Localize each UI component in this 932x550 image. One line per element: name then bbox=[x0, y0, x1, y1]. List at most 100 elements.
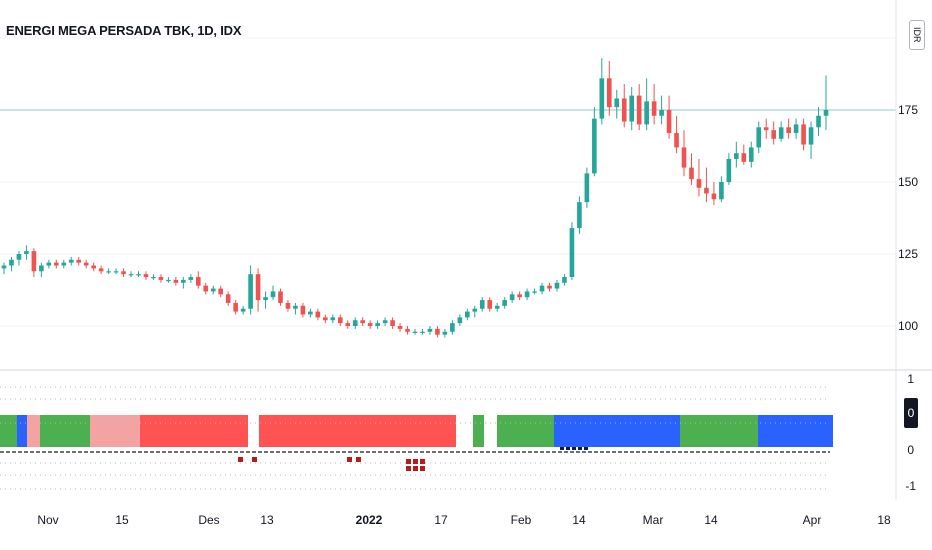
candle-body-109 bbox=[816, 115, 821, 128]
price-label-100: 100 bbox=[897, 319, 918, 333]
candle-body-85 bbox=[636, 95, 642, 125]
candle-body-26 bbox=[195, 277, 201, 286]
time-label-nov: Nov bbox=[37, 513, 59, 527]
indicator-hist-6 bbox=[420, 459, 425, 464]
candle-body-97 bbox=[726, 158, 732, 182]
candle-body-28 bbox=[210, 288, 216, 292]
candle-body-41 bbox=[308, 311, 313, 315]
candle-body-67 bbox=[502, 300, 507, 306]
candle-body-25 bbox=[188, 277, 194, 280]
indicator-band-8 bbox=[497, 415, 554, 447]
candle-body-49 bbox=[367, 323, 373, 326]
candle-body-51 bbox=[382, 320, 388, 324]
indicator-hist-1 bbox=[252, 457, 257, 462]
candle-body-38 bbox=[285, 302, 291, 309]
candle-body-61 bbox=[457, 317, 463, 324]
indicator-mark-0 bbox=[560, 447, 564, 450]
candle-body-46 bbox=[345, 323, 351, 326]
indicator-hist-7 bbox=[406, 466, 411, 471]
time-label-18: 18 bbox=[877, 513, 891, 527]
candle-body-24 bbox=[181, 279, 186, 283]
time-label-mar: Mar bbox=[642, 513, 664, 527]
indicator-hist-9 bbox=[420, 466, 425, 471]
time-label-2022: 2022 bbox=[355, 513, 383, 527]
time-label-13: 13 bbox=[260, 513, 274, 527]
candle-body-90 bbox=[674, 133, 679, 148]
candle-body-10 bbox=[76, 259, 82, 263]
candle-body-13 bbox=[98, 268, 104, 272]
indicator-band-4 bbox=[90, 415, 140, 447]
indicator-band-10 bbox=[680, 415, 758, 447]
time-label-14-feb: 14 bbox=[572, 513, 586, 527]
indicator-band-1 bbox=[17, 415, 27, 447]
candle-body-21 bbox=[158, 277, 164, 280]
candle-body-70 bbox=[524, 291, 530, 298]
candle-body-76 bbox=[569, 228, 575, 278]
indicator-label-0: 0 bbox=[907, 443, 914, 457]
candle-body-98 bbox=[734, 153, 739, 159]
candle-body-106 bbox=[793, 124, 799, 134]
candle-body-30 bbox=[225, 294, 231, 303]
candle-body-22 bbox=[166, 279, 171, 282]
candle-body-80 bbox=[599, 78, 605, 119]
chart-title: ENERGI MEGA PERSADA TBK, 1D, IDX bbox=[6, 23, 242, 38]
candle-body-23 bbox=[173, 279, 179, 283]
time-label-feb: Feb bbox=[510, 513, 532, 527]
indicator-hist-2 bbox=[347, 457, 352, 462]
candle-body-4 bbox=[31, 251, 37, 272]
candle-body-84 bbox=[629, 95, 635, 122]
indicator-band-5 bbox=[140, 415, 248, 447]
candle-body-0 bbox=[1, 265, 7, 269]
currency-badge[interactable]: IDR bbox=[909, 20, 925, 50]
indicator-hist-5 bbox=[413, 459, 418, 464]
candle-body-91 bbox=[681, 147, 687, 168]
indicator-label-1: 1 bbox=[907, 372, 914, 386]
candle-body-36 bbox=[270, 291, 276, 298]
indicator-mark-3 bbox=[578, 447, 582, 450]
candle-body-31 bbox=[233, 302, 238, 312]
candle-body-93 bbox=[696, 179, 702, 188]
indicator-label-minus1: -1 bbox=[905, 479, 916, 493]
candle-body-69 bbox=[517, 294, 522, 298]
candle-body-6 bbox=[46, 262, 52, 266]
indicator-hist-4 bbox=[406, 459, 411, 464]
candle-body-9 bbox=[68, 259, 74, 263]
price-label-175: 175 bbox=[897, 103, 918, 117]
indicator-mark-2 bbox=[572, 447, 576, 450]
candle-body-32 bbox=[240, 308, 246, 312]
candle-body-39 bbox=[293, 305, 298, 309]
candle-body-48 bbox=[360, 320, 366, 324]
candle-body-40 bbox=[300, 305, 306, 315]
candle-body-77 bbox=[577, 202, 582, 229]
candle-body-2 bbox=[16, 254, 22, 260]
candle-body-75 bbox=[562, 277, 567, 283]
indicator-band-9 bbox=[554, 415, 680, 447]
candle-body-58 bbox=[435, 328, 440, 335]
candle-body-107 bbox=[801, 124, 806, 145]
indicator-band-2 bbox=[27, 415, 40, 447]
price-label-125: 125 bbox=[897, 247, 918, 261]
candle-body-1 bbox=[9, 259, 14, 266]
candle-body-45 bbox=[337, 317, 343, 324]
candle-body-20 bbox=[151, 277, 156, 279]
candle-body-62 bbox=[464, 311, 470, 318]
candle-body-50 bbox=[375, 323, 380, 326]
candle-body-54 bbox=[405, 328, 410, 332]
candle-body-99 bbox=[741, 153, 747, 162]
candle-body-92 bbox=[689, 167, 694, 180]
candle-body-101 bbox=[756, 127, 762, 148]
candle-body-71 bbox=[532, 291, 537, 293]
candle-body-55 bbox=[412, 331, 418, 333]
candle-body-17 bbox=[128, 274, 134, 276]
indicator-band-0 bbox=[0, 415, 17, 447]
indicator-hist-0 bbox=[238, 457, 243, 462]
candle-body-78 bbox=[584, 173, 590, 203]
time-label-des: Des bbox=[198, 513, 220, 527]
candle-body-96 bbox=[719, 182, 724, 200]
candle-body-43 bbox=[323, 317, 328, 321]
candle-body-79 bbox=[592, 118, 597, 174]
candle-body-47 bbox=[352, 320, 358, 326]
price-label-150: 150 bbox=[897, 175, 918, 189]
candle-body-5 bbox=[39, 265, 44, 272]
